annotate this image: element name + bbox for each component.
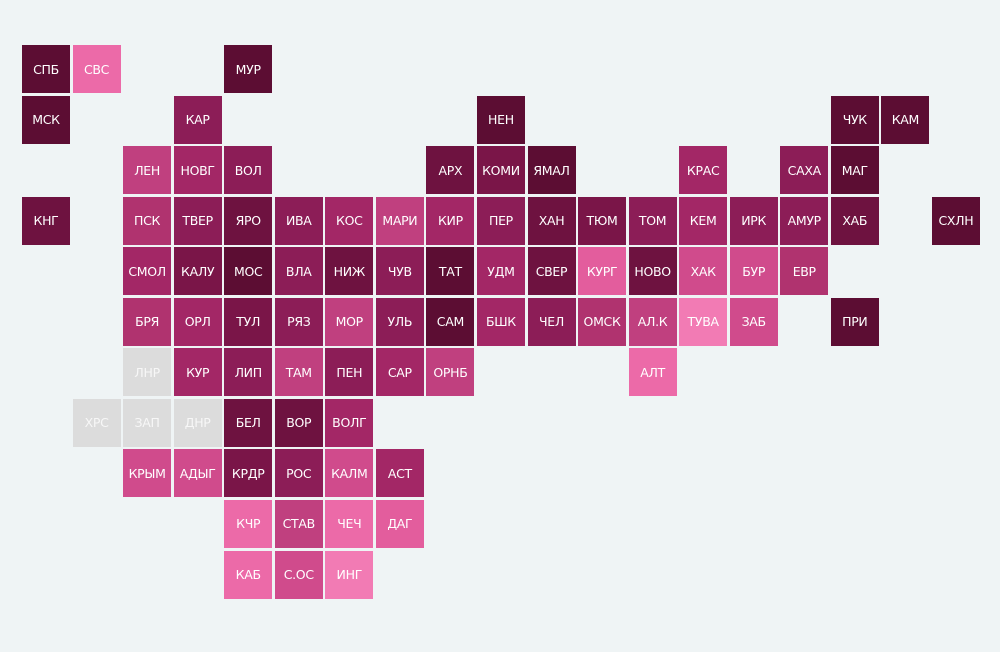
region-tile: СВС (72, 45, 121, 93)
region-tile: С.ОС (274, 550, 323, 599)
region-tile: ТУЛ (224, 297, 273, 346)
region-tile: БЕЛ (224, 398, 273, 447)
region-tile: МСК (22, 95, 70, 144)
region-tile: БУР (729, 247, 778, 296)
region-tile: КИР (426, 196, 475, 245)
region-tile: ЧУК (830, 95, 879, 144)
region-tile: ТОМ (628, 196, 677, 245)
region-tile: ИНГ (325, 550, 374, 599)
region-tile: ЯМАЛ (527, 146, 576, 195)
region-tile: КУРГ (578, 247, 627, 296)
region-tile: ТВЕР (173, 196, 222, 245)
region-tile: АРХ (426, 146, 475, 195)
region-tile: ОРНБ (426, 348, 475, 397)
region-tile: ПРИ (830, 297, 879, 346)
region-tile: СПБ (22, 45, 70, 93)
region-tile: СТАВ (274, 499, 323, 548)
region-tile: ВОЛ (224, 146, 273, 195)
region-tile: УЛЬ (375, 297, 424, 346)
region-tile: ЛЕН (123, 146, 172, 195)
region-tile: ЗАБ (729, 297, 778, 346)
region-tile: ТАТ (426, 247, 475, 296)
region-tile: ЯРО (224, 196, 273, 245)
region-tile: КОС (325, 196, 374, 245)
region-tile: ОРЛ (173, 297, 222, 346)
region-tile: ХАН (527, 196, 576, 245)
region-tile: ВЛА (274, 247, 323, 296)
region-tile: КРЫМ (123, 449, 172, 498)
region-tile: ИВА (274, 196, 323, 245)
region-tile: АЛТ (628, 348, 677, 397)
region-tile: ХРС (72, 398, 121, 447)
region-tile: БШК (476, 297, 525, 346)
region-tile: КУР (173, 348, 222, 397)
region-tile: БРЯ (123, 297, 172, 346)
region-tile: ЧУВ (375, 247, 424, 296)
region-tile: ОМСК (578, 297, 627, 346)
region-tile: НОВО (628, 247, 677, 296)
region-tile: ТУВА (679, 297, 728, 346)
region-tile: ЧЕЛ (527, 297, 576, 346)
region-tile: ЛИП (224, 348, 273, 397)
region-tile: НИЖ (325, 247, 374, 296)
region-tile: СМОЛ (123, 247, 172, 296)
region-tile: КРАС (679, 146, 728, 195)
region-tile: КАЛУ (173, 247, 222, 296)
region-tile: АМУР (780, 196, 829, 245)
region-tile: КОМИ (476, 146, 525, 195)
region-tile: ВОЛГ (325, 398, 374, 447)
region-tile: РЯЗ (274, 297, 323, 346)
region-tile: УДМ (476, 247, 525, 296)
region-tile: КНГ (22, 196, 70, 245)
region-tile: ЗАП (123, 398, 172, 447)
region-tile: ПСК (123, 196, 172, 245)
region-tile: САМ (426, 297, 475, 346)
region-tile: ИРК (729, 196, 778, 245)
region-tile: МУР (224, 45, 273, 93)
region-tile: КАБ (224, 550, 273, 599)
region-tile: РОС (274, 449, 323, 498)
region-tile: ДАГ (375, 499, 424, 548)
region-tile: КЧР (224, 499, 273, 548)
region-tile: ХАК (679, 247, 728, 296)
region-tile: САХА (780, 146, 829, 195)
region-tile: КРДР (224, 449, 273, 498)
region-tile: КЕМ (679, 196, 728, 245)
region-tile: ДНР (173, 398, 222, 447)
region-tile: СХЛН (931, 196, 980, 245)
region-tile: МОР (325, 297, 374, 346)
region-tile: ПЕН (325, 348, 374, 397)
region-tile: КАР (173, 95, 222, 144)
region-tile: ЛНР (123, 348, 172, 397)
region-tile: МАГ (830, 146, 879, 195)
region-tile: НОВГ (173, 146, 222, 195)
region-tile: ВОР (274, 398, 323, 447)
region-tile: МОС (224, 247, 273, 296)
region-tile: ЕВР (780, 247, 829, 296)
region-tile: САР (375, 348, 424, 397)
region-tile: ТЮМ (578, 196, 627, 245)
region-tile: МАРИ (375, 196, 424, 245)
region-tile: ЧЕЧ (325, 499, 374, 548)
region-tile: НЕН (476, 95, 525, 144)
region-tile: АЛ.К (628, 297, 677, 346)
region-tile: АДЫГ (173, 449, 222, 498)
region-tile: КАМ (881, 95, 930, 144)
region-tile: ТАМ (274, 348, 323, 397)
region-tile: АСТ (375, 449, 424, 498)
region-tile: ПЕР (476, 196, 525, 245)
region-tile: СВЕР (527, 247, 576, 296)
region-tile: КАЛМ (325, 449, 374, 498)
region-tile: ХАБ (830, 196, 879, 245)
